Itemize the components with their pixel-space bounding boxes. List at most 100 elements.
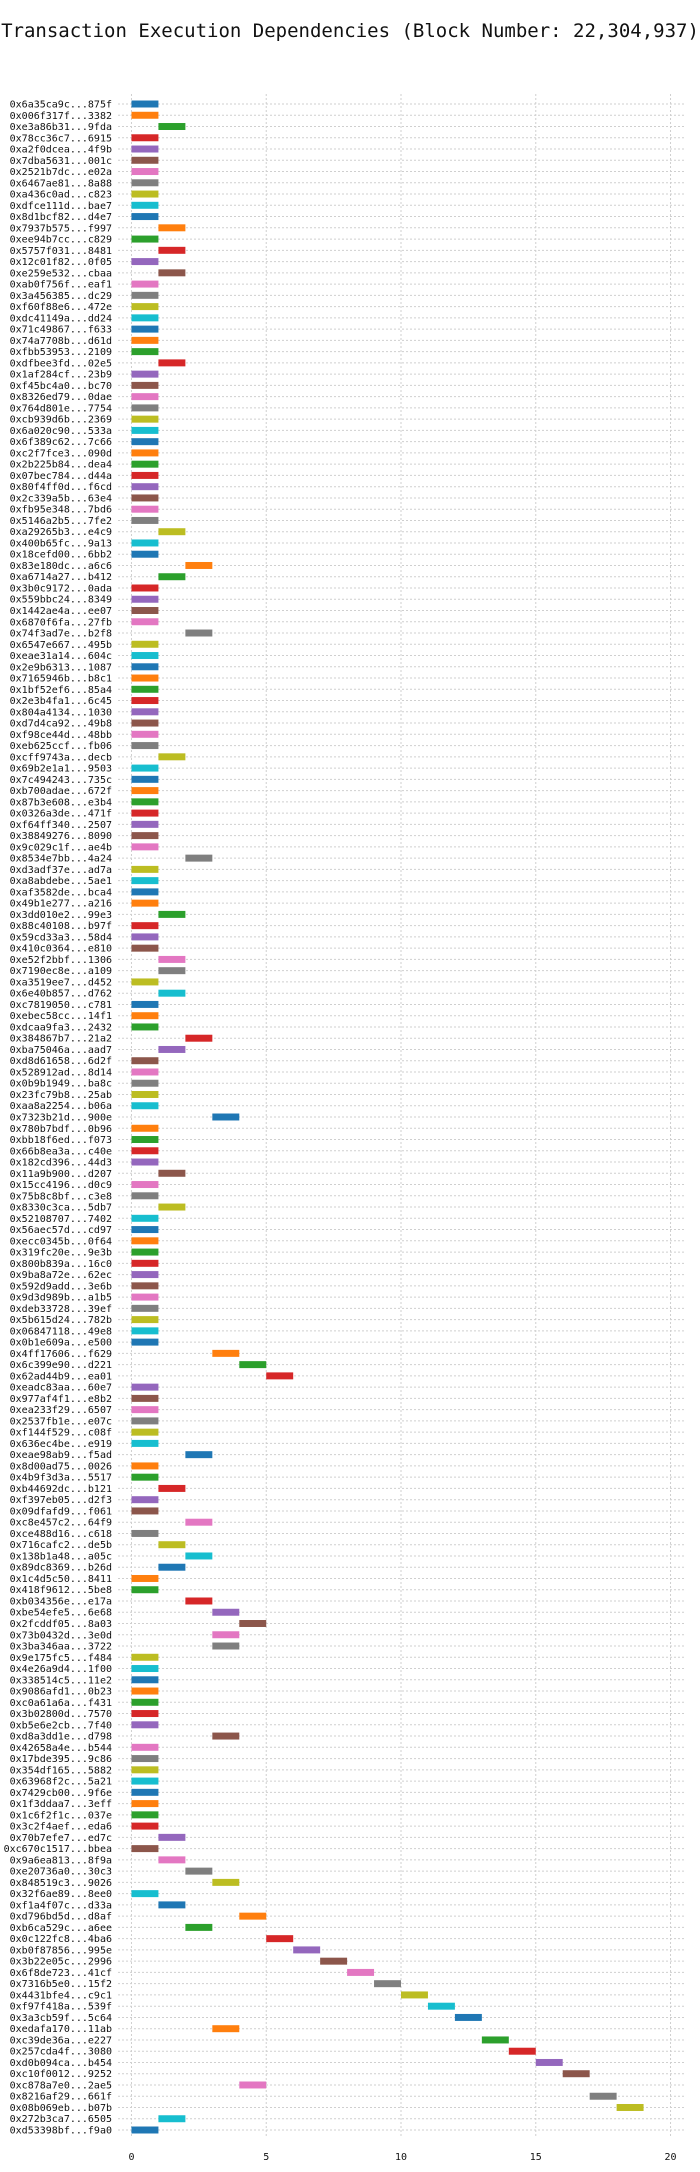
transaction-label: 0x38849276...8090 [10,831,112,842]
dependency-bar [131,1214,159,1222]
transaction-label: 0xa2f0dcea...4f9b [10,145,112,156]
dependency-bar [158,359,186,367]
transaction-label: 0x338514c5...11e2 [10,1675,112,1686]
dependency-bar [131,156,159,164]
dependency-bar [185,854,213,862]
dependency-bar [131,742,159,750]
transaction-label: 0x2c339a5b...63e4 [10,493,112,504]
transaction-label: 0x6a020c90...533a [10,426,112,437]
dependency-bar [131,730,159,738]
transaction-label: 0x7316b5e0...15f2 [10,1979,112,1990]
transaction-label: 0x32f6ae89...8ee0 [10,1889,112,1900]
dependency-bar [131,1653,159,1661]
dependency-bar [158,528,186,536]
dependency-bar [158,269,186,277]
dependency-bar [131,325,159,333]
x-tick-labels: 0 5 10 15 20 [128,2152,676,2163]
dependency-bar [131,1507,159,1515]
dependency-bar [131,179,159,187]
dependency-bar [131,336,159,344]
transaction-label: 0xa3519ee7...d452 [10,977,112,988]
dependency-bar [131,607,159,614]
dependency-bar [320,1957,348,1965]
x-tick-label: 10 [395,2152,407,2163]
transaction-label: 0x9e175fc5...f484 [10,1653,112,1664]
dependency-bar [131,674,159,682]
dependency-bar [131,1181,159,1189]
transaction-label: 0x3dd010e2...99e3 [10,910,112,921]
transaction-label: 0x7323b21d...900e [10,1113,112,1124]
transaction-label: 0x66b8ea3a...c40e [10,1146,112,1157]
dependency-bar [131,505,159,513]
dependency-bar [185,1552,213,1560]
transaction-label: 0xeadc83aa...60e7 [10,1383,112,1394]
bars-layer [131,100,644,2134]
transaction-label: 0x07bec784...d44a [10,471,112,482]
transaction-label: 0xd53398bf...f9a0 [10,2126,112,2137]
dependency-bar [185,1867,213,1875]
transaction-label: 0x780b7bdf...0b96 [10,1124,112,1135]
dependency-bar [131,303,159,311]
dependency-bar [347,1968,375,1976]
dependency-bar [131,494,159,502]
dependency-bar [131,145,159,153]
dependency-bar [158,1833,186,1841]
transaction-label: 0x9ba8a72e...62ec [10,1270,112,1281]
transaction-label: 0x006f317f...3382 [10,111,112,122]
transaction-label: 0x8d1bcf82...d4e7 [10,212,112,223]
dependency-bar [158,1484,186,1492]
transaction-label: 0x272b3ca7...6505 [10,2114,112,2125]
dependency-bar [131,832,159,840]
transaction-label: 0x7190ec8e...a109 [10,966,112,977]
transaction-label: 0xbe54efe5...6e68 [10,1608,112,1619]
dependency-bar [131,1394,159,1402]
transaction-label: 0xeae31a14...604c [10,651,112,662]
dependency-bar [131,1057,159,1065]
transaction-label: 0x08b069eb...b07b [10,2103,112,2114]
dependency-bar [131,1676,159,1684]
transaction-label: 0x1bf52ef6...85a4 [10,685,112,696]
transaction-label: 0x56aec57d...cd97 [10,1225,112,1236]
dependency-bar [158,753,186,761]
dependency-bar [131,1136,159,1144]
dependency-bar [131,1293,159,1301]
dependency-bar [131,1383,159,1391]
transaction-label: 0x06847118...49e8 [10,1326,112,1337]
transaction-label: 0x3c2f4aef...eda6 [10,1822,112,1833]
dependency-bar [131,415,159,423]
dependency-bar [131,1124,159,1132]
transaction-label: 0xb0f87856...995e [10,1945,112,1956]
transaction-label: 0x2e9b6313...1087 [10,662,112,673]
dependency-bar [131,314,159,322]
dependency-bar [131,944,159,952]
dependency-bar [158,1203,186,1211]
x-tick-label: 5 [263,2152,269,2163]
dependency-bar [131,1721,159,1729]
transaction-label: 0x7937b575...f997 [10,223,112,234]
dependency-bar [131,922,159,930]
transaction-label: 0x848519c3...9026 [10,1878,112,1889]
transaction-label: 0x6f8de723...41cf [10,1968,112,1979]
transaction-label: 0xee94b7cc...c829 [10,235,112,246]
transaction-label: 0x2537fb1e...e07c [10,1416,112,1427]
transaction-label: 0x182cd396...44d3 [10,1158,112,1169]
transaction-label: 0x0326a3de...471f [10,809,112,820]
dependency-bar [239,1912,267,1920]
dependency-bar [131,899,159,907]
transaction-label: 0x74f3ad7e...b2f8 [10,629,112,640]
transaction-label: 0xaa8a2254...b06a [10,1101,112,1112]
dependency-bar [158,224,186,232]
transaction-label: 0xeb625ccf...fb06 [10,741,112,752]
dependency-bar [266,1935,294,1943]
transaction-label: 0xdfbee3fd...02e5 [10,358,112,369]
transaction-label: 0x52108707...7402 [10,1214,112,1225]
transaction-label: 0x89dc8369...b26d [10,1563,112,1574]
dependency-bar [131,697,159,705]
dependency-bar [131,381,159,389]
transaction-label: 0xb034356e...e17a [10,1596,112,1607]
dependency-bar [131,1574,159,1582]
transaction-label: 0x63968f2c...5a21 [10,1777,112,1788]
dependency-bar [131,516,159,524]
y-tick-labels: 0x6a35ca9c...875f0x006f317f...33820xe3a8… [4,100,112,2137]
transaction-label: 0xd3adf37e...ad7a [10,865,112,876]
